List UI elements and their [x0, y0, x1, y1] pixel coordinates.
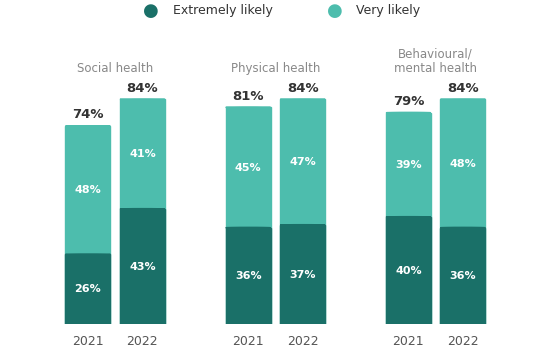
Bar: [280, 99, 325, 324]
Text: Very likely: Very likely: [356, 4, 421, 17]
Text: 84%: 84%: [447, 82, 479, 95]
Bar: [120, 209, 165, 324]
Text: 37%: 37%: [289, 270, 316, 279]
Text: 2022: 2022: [287, 335, 319, 348]
Text: 36%: 36%: [450, 271, 476, 281]
Text: 41%: 41%: [129, 149, 156, 159]
Bar: [226, 107, 271, 324]
Text: 79%: 79%: [393, 95, 424, 108]
Bar: [386, 217, 431, 324]
Text: ●: ●: [143, 2, 159, 20]
Text: 2022: 2022: [126, 335, 158, 348]
Ellipse shape: [441, 227, 485, 228]
Bar: [441, 99, 485, 324]
Text: 84%: 84%: [126, 82, 158, 95]
Text: 48%: 48%: [75, 185, 102, 195]
Text: 40%: 40%: [395, 266, 422, 275]
Bar: [65, 126, 110, 324]
Text: 48%: 48%: [449, 158, 476, 168]
Ellipse shape: [120, 99, 165, 100]
Text: Social health: Social health: [77, 62, 153, 75]
Ellipse shape: [120, 208, 165, 210]
Bar: [226, 228, 271, 324]
Text: Behavioural/
mental health: Behavioural/ mental health: [394, 47, 477, 75]
Ellipse shape: [226, 107, 271, 108]
Ellipse shape: [441, 99, 485, 100]
Text: 26%: 26%: [75, 284, 102, 294]
Text: 74%: 74%: [72, 108, 104, 121]
Ellipse shape: [65, 254, 110, 255]
Text: 2021: 2021: [232, 335, 264, 348]
Text: 2022: 2022: [447, 335, 479, 348]
Text: 47%: 47%: [289, 157, 316, 167]
Text: 84%: 84%: [287, 82, 319, 95]
Text: 2021: 2021: [393, 335, 424, 348]
Text: 2021: 2021: [72, 335, 104, 348]
Text: Physical health: Physical health: [231, 62, 320, 75]
Text: 43%: 43%: [129, 261, 156, 271]
Ellipse shape: [280, 99, 325, 100]
Bar: [65, 255, 110, 324]
Text: 39%: 39%: [395, 160, 422, 170]
Text: Extremely likely: Extremely likely: [173, 4, 273, 17]
Bar: [280, 225, 325, 324]
Text: 81%: 81%: [232, 90, 264, 103]
Text: 45%: 45%: [235, 163, 261, 172]
Ellipse shape: [386, 112, 431, 113]
Bar: [386, 113, 431, 324]
Bar: [120, 99, 165, 324]
Text: 36%: 36%: [235, 271, 261, 281]
Text: ●: ●: [327, 2, 343, 20]
Ellipse shape: [226, 227, 271, 228]
Bar: [441, 228, 485, 324]
